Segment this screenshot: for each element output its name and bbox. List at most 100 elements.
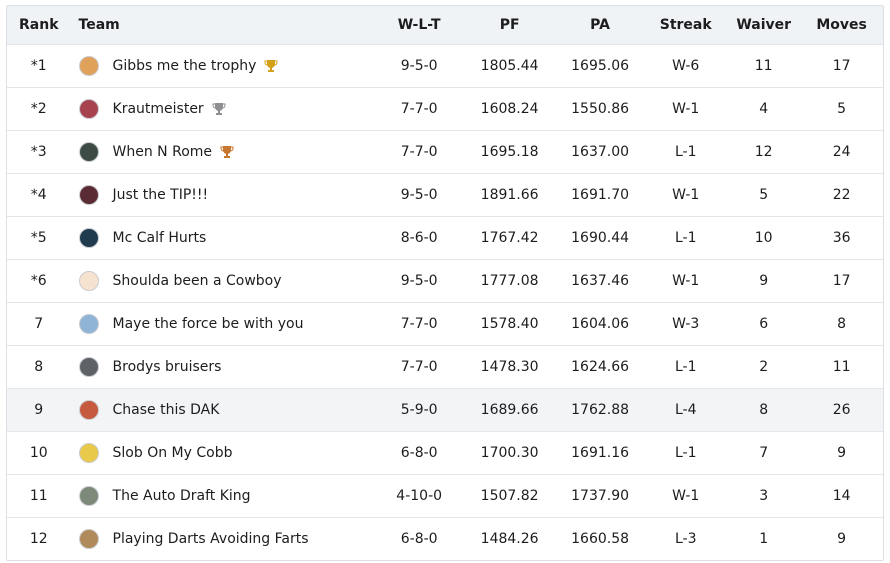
bronze-trophy-icon <box>220 146 234 158</box>
table-row[interactable]: 7 Maye the force be with you 7-7-0 1578.40 1… <box>7 302 883 345</box>
table-body: *1 Gibbs me the trophy 9-5-0 1805.44 1695.06… <box>7 44 883 560</box>
rank-cell: 7 <box>34 316 44 332</box>
team-cell[interactable]: Brodys bruisers <box>71 357 375 377</box>
team-avatar[interactable] <box>78 142 99 162</box>
header-moves[interactable]: Moves <box>816 17 867 33</box>
table-row[interactable]: *6 Shoulda been a Cowboy 9-5-0 1777.08 1637.… <box>7 259 883 302</box>
pf-cell: 1507.82 <box>480 488 539 504</box>
team-cell[interactable]: Mc Calf Hurts <box>71 228 375 248</box>
team-name-link[interactable]: Mc Calf Hurts <box>112 230 207 246</box>
pf-cell: 1578.40 <box>480 316 539 332</box>
team-cell[interactable]: Maye the force be with you <box>71 314 375 334</box>
pa-cell: 1550.86 <box>571 101 630 117</box>
wlt-cell: 6-8-0 <box>400 531 438 547</box>
moves-cell: 5 <box>837 101 847 117</box>
pf-cell: 1695.18 <box>480 144 539 160</box>
header-waiver[interactable]: Waiver <box>736 17 792 33</box>
pa-cell: 1762.88 <box>571 402 630 418</box>
team-avatar[interactable] <box>78 99 99 119</box>
team-name-link[interactable]: The Auto Draft King <box>112 488 251 504</box>
waiver-cell: 7 <box>759 445 769 461</box>
waiver-cell: 10 <box>754 230 773 246</box>
header-rank[interactable]: Rank <box>19 17 59 33</box>
wlt-cell: 7-7-0 <box>400 359 438 375</box>
table-row[interactable]: 11 The Auto Draft King 4-10-0 1507.82 1737.9… <box>7 474 883 517</box>
wlt-cell: 7-7-0 <box>400 101 438 117</box>
header-team[interactable]: Team <box>78 17 120 33</box>
pa-cell: 1690.44 <box>571 230 630 246</box>
streak-cell: L-1 <box>674 445 697 461</box>
pa-cell: 1695.06 <box>571 58 630 74</box>
pf-cell: 1767.42 <box>480 230 539 246</box>
table-row[interactable]: 9 Chase this DAK 5-9-0 1689.66 1762.88 L-4 8 26 <box>7 388 883 431</box>
team-name-link[interactable]: Krautmeister <box>112 101 204 117</box>
team-name-link[interactable]: Maye the force be with you <box>112 316 304 332</box>
team-avatar[interactable] <box>78 271 99 291</box>
waiver-cell: 1 <box>759 531 769 547</box>
team-name-link[interactable]: When N Rome <box>112 144 213 160</box>
rank-cell: *1 <box>30 58 47 74</box>
waiver-cell: 5 <box>759 187 769 203</box>
team-avatar[interactable] <box>78 486 99 506</box>
table-row[interactable]: *3 When N Rome 7-7-0 1695.18 1637.00 L-1 12 24 <box>7 130 883 173</box>
team-name-link[interactable]: Gibbs me the trophy <box>112 58 257 74</box>
moves-cell: 22 <box>832 187 851 203</box>
team-cell[interactable]: The Auto Draft King <box>71 486 375 506</box>
rank-cell: *5 <box>30 230 47 246</box>
wlt-cell: 9-5-0 <box>400 58 438 74</box>
team-avatar[interactable] <box>78 56 99 76</box>
team-cell[interactable]: Shoulda been a Cowboy <box>71 271 375 291</box>
rank-cell: *2 <box>30 101 47 117</box>
header-pa[interactable]: PA <box>590 17 610 33</box>
team-name-link[interactable]: Shoulda been a Cowboy <box>112 273 282 289</box>
team-avatar[interactable] <box>78 228 99 248</box>
table-row[interactable]: *1 Gibbs me the trophy 9-5-0 1805.44 1695.06… <box>7 44 883 87</box>
table-row[interactable]: *2 Krautmeister 7-7-0 1608.24 1550.86 W-1 4 5 <box>7 87 883 130</box>
header-pf[interactable]: PF <box>499 17 520 33</box>
moves-cell: 17 <box>832 58 851 74</box>
streak-cell: W-1 <box>672 187 700 203</box>
team-name-link[interactable]: Just the TIP!!! <box>112 187 209 203</box>
moves-cell: 8 <box>837 316 847 332</box>
team-avatar[interactable] <box>78 400 99 420</box>
wlt-cell: 5-9-0 <box>400 402 438 418</box>
team-cell[interactable]: Gibbs me the trophy <box>71 56 375 76</box>
wlt-cell: 9-5-0 <box>400 273 438 289</box>
streak-cell: W-1 <box>672 101 700 117</box>
pf-cell: 1891.66 <box>480 187 539 203</box>
moves-cell: 14 <box>832 488 851 504</box>
team-name-link[interactable]: Chase this DAK <box>112 402 220 418</box>
wlt-cell: 7-7-0 <box>400 316 438 332</box>
table-row[interactable]: *5 Mc Calf Hurts 8-6-0 1767.42 1690.44 L-1 10 3… <box>7 216 883 259</box>
moves-cell: 9 <box>837 445 847 461</box>
pf-cell: 1689.66 <box>480 402 539 418</box>
team-cell[interactable]: Playing Darts Avoiding Farts <box>71 529 375 549</box>
team-cell[interactable]: When N Rome <box>71 142 375 162</box>
team-name-link[interactable]: Slob On My Cobb <box>112 445 233 461</box>
streak-cell: W-1 <box>672 273 700 289</box>
team-cell[interactable]: Krautmeister <box>71 99 375 119</box>
pa-cell: 1737.90 <box>571 488 630 504</box>
team-name-link[interactable]: Playing Darts Avoiding Farts <box>112 531 309 547</box>
table-row[interactable]: 12 Playing Darts Avoiding Farts 6-8-0 1484.… <box>7 517 883 560</box>
team-name-link[interactable]: Brodys bruisers <box>112 359 222 375</box>
table-row[interactable]: 10 Slob On My Cobb 6-8-0 1700.30 1691.16 L-1 7… <box>7 431 883 474</box>
team-cell[interactable]: Chase this DAK <box>71 400 375 420</box>
table-row[interactable]: 8 Brodys bruisers 7-7-0 1478.30 1624.66 L-1 2 1… <box>7 345 883 388</box>
header-wlt[interactable]: W-L-T <box>397 17 441 33</box>
team-cell[interactable]: Just the TIP!!! <box>71 185 375 205</box>
pa-cell: 1624.66 <box>571 359 630 375</box>
pa-cell: 1637.46 <box>571 273 630 289</box>
table-row[interactable]: *4 Just the TIP!!! 9-5-0 1891.66 1691.70 W-1 5… <box>7 173 883 216</box>
streak-cell: L-4 <box>674 402 697 418</box>
wlt-cell: 4-10-0 <box>396 488 443 504</box>
header-streak[interactable]: Streak <box>659 17 712 33</box>
team-avatar[interactable] <box>78 314 99 334</box>
pa-cell: 1691.16 <box>571 445 630 461</box>
team-avatar[interactable] <box>78 443 99 463</box>
streak-cell: W-1 <box>672 488 700 504</box>
team-avatar[interactable] <box>78 357 99 377</box>
team-cell[interactable]: Slob On My Cobb <box>71 443 375 463</box>
team-avatar[interactable] <box>78 185 99 205</box>
team-avatar[interactable] <box>78 529 99 549</box>
